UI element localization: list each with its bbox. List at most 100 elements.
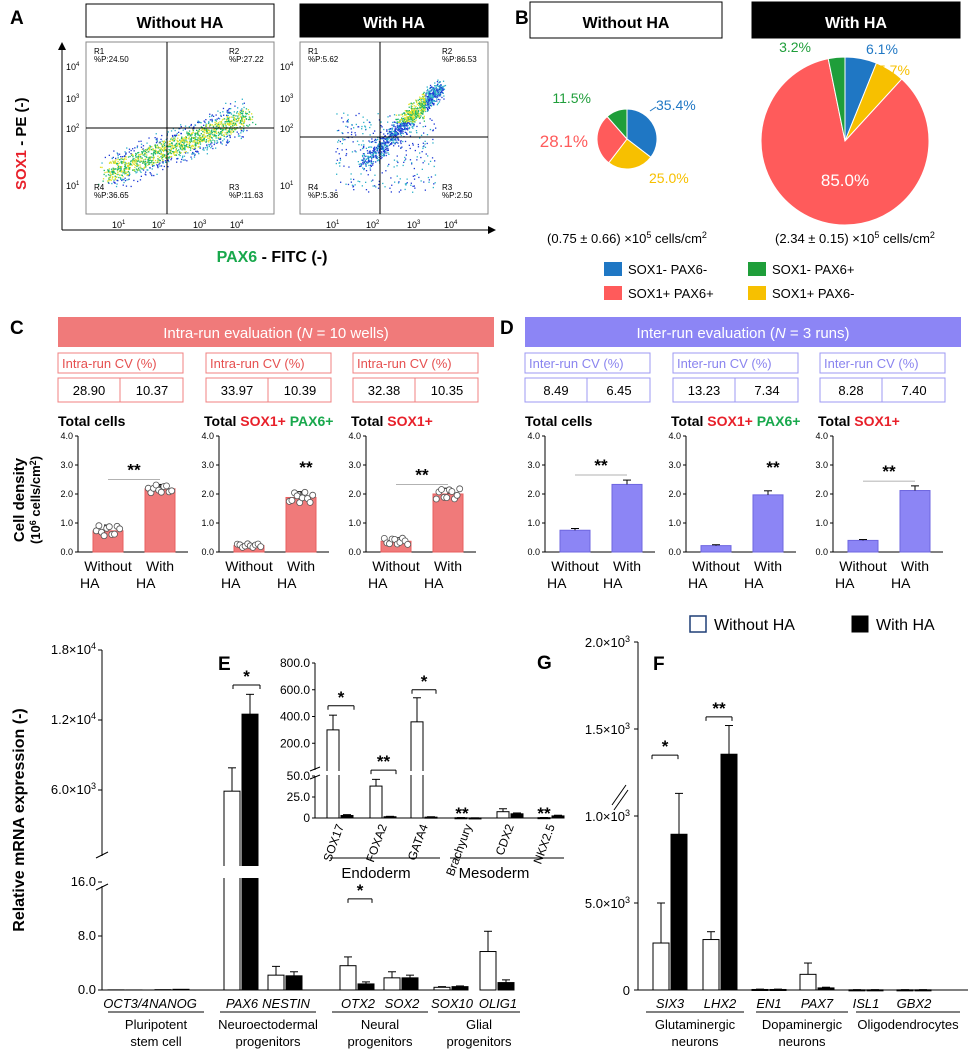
y-tick-label: 2.0×103 <box>585 634 630 650</box>
flow-event-dot <box>241 136 243 138</box>
flow-event-dot <box>112 160 114 162</box>
flow-event-dot <box>179 152 181 154</box>
flow-event-dot <box>208 143 210 146</box>
flow-event-dot <box>366 119 368 121</box>
flow-event-dot <box>170 159 172 161</box>
flow-event-dot <box>419 98 421 101</box>
banner-text: Inter-run evaluation (N = 3 runs) <box>636 325 849 342</box>
flow-event-dot <box>441 96 443 99</box>
flow-event-dot <box>148 161 150 164</box>
flow-event-dot <box>338 153 340 155</box>
flow-event-dot <box>171 151 174 153</box>
flow-event-dot <box>398 125 401 127</box>
flow-event-dot <box>163 165 165 168</box>
flow-event-dot <box>208 130 211 132</box>
flow-event-dot <box>178 131 180 133</box>
panel-e-mrna: 6.0×1031.2×1041.8×1040.08.016.0Relative … <box>11 641 520 1049</box>
flow-event-dot <box>404 126 406 128</box>
flow-event-dot <box>169 151 171 154</box>
flow-event-dot <box>345 183 347 185</box>
x-category-label-line1: Without <box>692 558 740 574</box>
flow-event-dot <box>419 116 421 119</box>
flow-event-dot <box>242 103 244 105</box>
flow-event-dot <box>146 156 148 158</box>
flow-event-dot <box>217 122 220 124</box>
flow-event-dot <box>409 115 411 117</box>
flow-event-dot <box>215 120 218 122</box>
flow-event-dot <box>112 162 115 164</box>
flow-event-dot <box>157 160 159 162</box>
flow-event-dot <box>222 111 224 113</box>
flow-event-dot <box>435 86 437 89</box>
flow-event-dot <box>228 121 231 123</box>
flow-event-dot <box>137 180 139 183</box>
flow-event-dot <box>225 121 227 123</box>
flow-event-dot <box>129 173 131 176</box>
flow-event-dot <box>168 160 170 163</box>
flow-event-dot <box>209 136 211 138</box>
flow-event-dot <box>168 143 170 145</box>
x-tick-label: 102 <box>152 220 166 230</box>
flow-event-dot <box>378 146 380 148</box>
flow-event-dot <box>189 140 191 142</box>
flow-event-dot <box>232 131 235 133</box>
flow-event-dot <box>423 108 425 110</box>
flow-event-dot <box>147 158 149 161</box>
flow-event-dot <box>365 181 367 183</box>
flow-event-dot <box>404 122 406 124</box>
flow-event-dot <box>404 114 406 116</box>
flow-event-dot <box>139 154 141 156</box>
flow-event-dot <box>406 112 409 114</box>
y-tick-label: 1.0 <box>201 518 214 528</box>
flow-event-dot <box>378 156 380 159</box>
flow-event-dot <box>194 153 196 156</box>
flow-event-dot <box>211 119 213 122</box>
cv-header-box <box>524 352 651 374</box>
flow-event-dot <box>168 140 171 142</box>
flow-event-dot <box>194 132 196 135</box>
flow-event-dot <box>215 135 218 137</box>
flow-event-dot <box>420 104 422 106</box>
flow-event-dot <box>375 151 377 153</box>
flow-event-dot <box>395 118 397 121</box>
flow-event-dot <box>393 166 395 168</box>
x-axis-label-rest: - FITC (-) <box>257 249 327 266</box>
flow-event-dot <box>409 131 411 133</box>
flow-event-dot <box>184 145 186 147</box>
flow-event-dot <box>146 142 148 144</box>
flow-event-dot <box>432 88 434 90</box>
flow-event-dot <box>143 150 145 152</box>
flow-event-dot <box>161 158 163 160</box>
flow-event-dot <box>362 140 364 142</box>
flow-event-dot <box>402 117 404 120</box>
flow-event-dot <box>175 151 177 153</box>
flow-event-dot <box>159 142 161 144</box>
flow-event-dot <box>188 132 190 135</box>
flow-event-dot <box>367 152 369 154</box>
legend-label: SOX1+ PAX6+ <box>628 286 714 301</box>
y-tick-label: 4.0 <box>527 431 540 441</box>
error-bar <box>804 962 812 975</box>
flow-event-dot <box>114 181 116 184</box>
flow-event-dot <box>407 122 409 124</box>
flow-event-dot <box>209 123 211 126</box>
flow-event-dot <box>163 147 166 150</box>
flow-event-dot <box>178 134 180 136</box>
flow-event-dot <box>352 185 355 187</box>
flow-event-dot <box>196 133 198 135</box>
flow-event-dot <box>197 122 199 124</box>
flow-event-dot <box>375 161 377 163</box>
flow-event-dot <box>396 160 398 162</box>
panel-d-inter-run: Inter-run evaluation (N = 3 runs)Inter-r… <box>524 317 961 591</box>
flow-event-dot <box>198 153 200 155</box>
flow-event-dot <box>430 101 432 104</box>
flow-event-dot <box>138 167 140 169</box>
flow-event-dot <box>170 142 173 144</box>
flow-event-dot <box>190 138 193 140</box>
flow-event-dot <box>131 154 133 156</box>
flow-event-dot <box>400 114 402 116</box>
flow-event-dot <box>233 128 236 130</box>
flow-event-dot <box>410 113 412 115</box>
flow-event-dot <box>394 132 396 134</box>
flow-event-dot <box>233 111 235 113</box>
